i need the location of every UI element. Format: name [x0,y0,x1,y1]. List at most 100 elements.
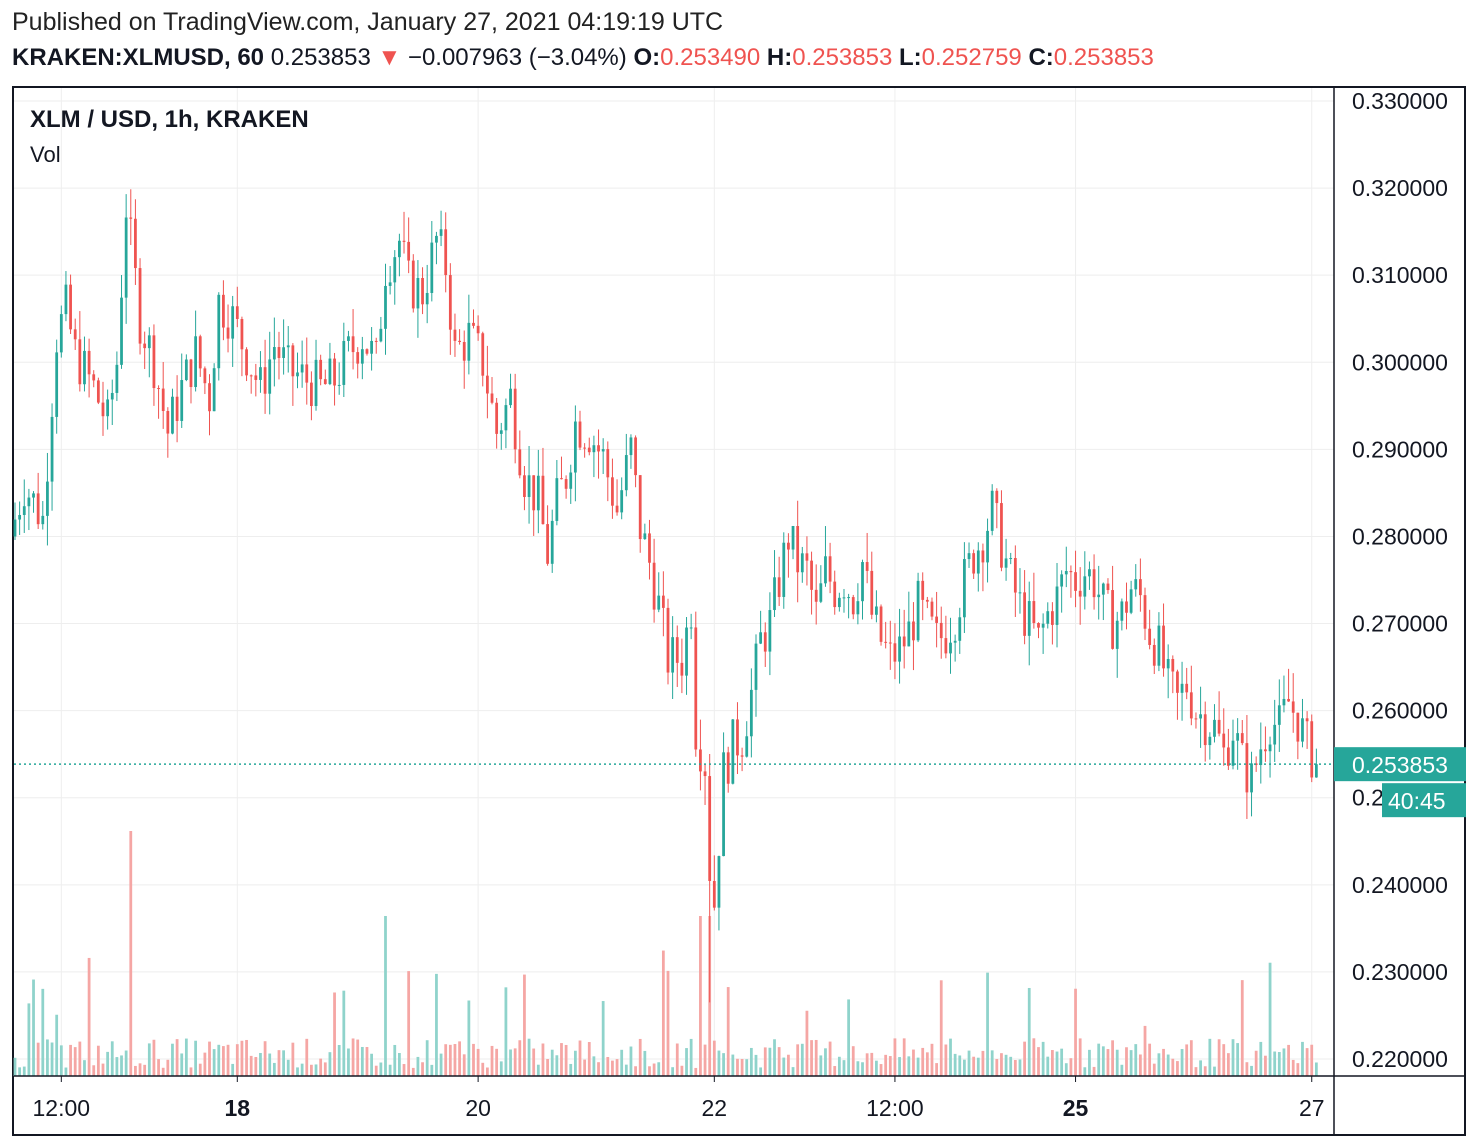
volume-bar [875,1060,878,1076]
candle-body [184,359,188,381]
volume-bar [740,1058,744,1076]
candle-body [1282,698,1286,706]
volume-bar [1236,1043,1240,1076]
volume-bar [643,1050,647,1076]
volume-bar [272,1062,276,1076]
candle-body [925,599,929,602]
candle-body [1268,744,1272,752]
candle-body [1291,701,1295,713]
y-tick-label: 0.220000 [1352,1046,1448,1072]
volume-bar [722,1053,725,1076]
candle-body [712,880,716,908]
candle-body [203,368,207,384]
candle-body [717,856,721,908]
volume-bar [541,1043,545,1076]
candle-body [583,447,587,449]
volume-bar [907,1056,911,1076]
volume-bar [115,1057,119,1076]
candle-body [898,636,901,662]
candle-body [310,382,313,407]
candle-body [666,607,670,673]
candle-body [1176,671,1179,693]
candle-body [536,475,540,511]
price-change: −0.007963 (−3.04%) [407,44,627,71]
candle-body [171,396,174,434]
volume-bar [865,1053,869,1076]
candle-body [856,601,860,615]
candle-body [481,333,485,376]
candle-body [837,597,841,608]
candle-body [1162,625,1165,669]
candle-body [601,449,605,452]
volume-bar [523,974,526,1076]
candle-body [1009,558,1013,560]
candle-body [523,475,526,498]
volume-bar [587,1042,591,1076]
volume-bar [777,1047,781,1076]
volume-bar [949,1038,952,1076]
candle-body [902,636,906,647]
volume-bar [791,1067,795,1076]
candle-body [564,479,568,489]
volume-bar [384,916,387,1076]
volume-bar [198,1063,202,1076]
volume-bar [393,1044,397,1076]
x-tick-label: 25 [1063,1095,1089,1121]
chart-frame [12,86,1466,1136]
volume-bar [847,999,851,1076]
candle-body [1171,658,1175,672]
volume-bar [208,1041,211,1076]
volume-bar [1051,1050,1054,1076]
volume-bar [509,1049,512,1076]
volume-bar [763,1047,767,1076]
x-tick-label: 12:00 [33,1095,91,1121]
volume-bar [1240,980,1244,1076]
volume-bar [578,1040,582,1076]
candle-body [36,493,40,525]
volume-bars [13,831,1318,1076]
volume-bar [18,1067,22,1076]
candle-body [703,771,707,777]
volume-bar [685,1048,688,1076]
candle-body [296,372,299,377]
candle-body [1185,683,1189,693]
volume-bar [898,1057,901,1076]
last-price: 0.253853 [270,44,371,71]
candle-body [513,388,517,450]
candle-body [578,421,582,448]
volume-bar [759,1067,763,1076]
y-tick-label: 0.290000 [1352,436,1448,462]
candle-body [407,241,411,261]
volume-bar [46,1039,49,1076]
volume-bar [1287,1044,1290,1076]
volume-bar [1125,1047,1128,1076]
volume-bar [1273,1051,1277,1076]
volume-bar [458,1041,461,1076]
candle-body [1231,740,1235,766]
volume-bar [824,1048,827,1076]
volume-bar [1129,1050,1133,1076]
x-tick-label: 18 [225,1095,251,1121]
candle-body [749,689,753,737]
volume-bar [1046,1056,1050,1076]
volume-bar [1023,1041,1026,1076]
candle-body [323,379,327,385]
volume-bar [374,1065,378,1076]
candle-body [22,506,26,515]
volume-bar [388,1064,392,1076]
candle-body [286,345,290,348]
volume-bar [963,1059,966,1076]
candle-body [1078,590,1082,597]
candle-body [388,282,392,286]
x-tick-label: 22 [702,1095,728,1121]
volume-bar [569,1063,573,1076]
candle-body [398,240,401,258]
candle-body [120,297,123,365]
candle-body [467,322,471,361]
candle-body [847,597,851,599]
candle-body [819,583,823,602]
candle-body [648,533,651,563]
candle-body [1301,718,1304,742]
candle-body [245,349,248,376]
